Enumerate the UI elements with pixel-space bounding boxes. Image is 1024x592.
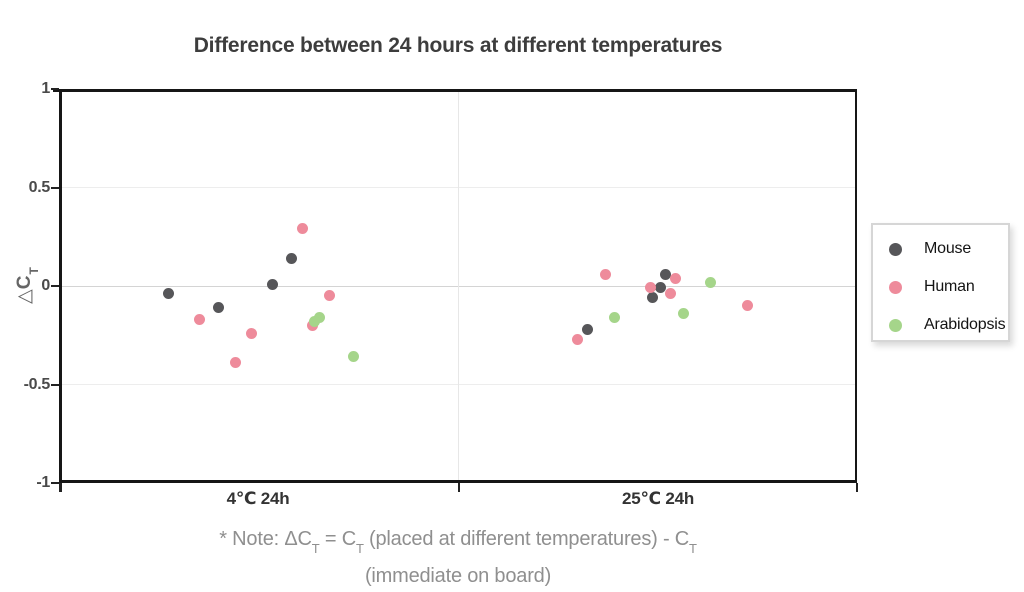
- legend-item-human: Human: [873, 268, 1008, 306]
- point-arabidopsis: [677, 308, 689, 320]
- legend-item-arabidopsis: Arabidopsis: [873, 306, 1008, 344]
- gridline-category-divider: [458, 92, 459, 480]
- footnote-text: = C: [319, 528, 356, 550]
- y-tick-label--1: -1: [36, 474, 50, 491]
- chart-title: Difference between 24 hours at different…: [193, 34, 723, 57]
- point-human: [741, 300, 753, 312]
- plot-area: [53, 89, 857, 483]
- point-human: [669, 272, 681, 284]
- plot-border-bottom: [59, 480, 857, 483]
- legend-box: Mouse Human Arabidopsis: [871, 223, 1010, 342]
- footnote-subscript: T: [311, 541, 320, 556]
- point-human: [644, 282, 656, 294]
- plot-border-right: [855, 89, 857, 483]
- y-tick-label-0: 0: [41, 277, 50, 294]
- y-tick-label-0.5: 0.5: [28, 178, 51, 196]
- point-human: [664, 288, 676, 300]
- point-arabidopsis: [347, 351, 359, 363]
- x-tick-mark-2: [856, 483, 858, 492]
- point-mouse: [162, 288, 174, 300]
- y-axis-label-subscript: T: [26, 267, 41, 275]
- point-human: [599, 268, 611, 280]
- legend-dot-human: [889, 280, 902, 294]
- point-arabidopsis: [608, 312, 620, 324]
- point-human: [245, 327, 257, 339]
- point-arabidopsis: [704, 276, 716, 288]
- y-tick-label--0.5: -0.5: [23, 375, 51, 393]
- point-mouse: [266, 278, 278, 290]
- point-mouse: [285, 252, 297, 264]
- x-tick-mark-0: [59, 483, 62, 492]
- y-tick-mark-1: [51, 88, 59, 90]
- y-tick-mark--1: [51, 482, 59, 484]
- point-human: [323, 290, 335, 302]
- footnote-subscript: T: [355, 541, 364, 556]
- y-tick-mark--0.5: [51, 383, 59, 386]
- y-tick-mark-0.5: [51, 186, 59, 189]
- point-human: [229, 357, 241, 369]
- footnote: * Note: ΔCT = CT (placed at different te…: [59, 524, 857, 591]
- point-mouse: [659, 268, 671, 280]
- legend-item-mouse: Mouse: [873, 230, 1008, 268]
- point-human: [193, 313, 205, 325]
- point-arabidopsis: [308, 315, 320, 327]
- footnote-text: * Note: ΔC: [219, 528, 312, 550]
- point-mouse: [581, 323, 593, 335]
- plot-border-top: [53, 89, 857, 92]
- legend-label-arabidopsis: Arabidopsis: [924, 316, 1006, 333]
- legend-dot-arabidopsis: [889, 318, 902, 332]
- footnote-subscript: T: [689, 541, 697, 556]
- x-axis-category-25c: 25℃ 24h: [621, 489, 695, 508]
- footnote-line-2: (immediate on board): [364, 565, 552, 587]
- point-mouse: [654, 282, 666, 294]
- point-human: [296, 223, 308, 235]
- point-mouse: [646, 292, 658, 304]
- point-human: [571, 333, 583, 345]
- x-axis-category-4c: 4℃ 24h: [226, 489, 290, 508]
- footnote-text: (placed at different temperatures) - C: [363, 528, 690, 550]
- legend-dot-mouse: [889, 242, 902, 256]
- legend-label-mouse: Mouse: [924, 240, 972, 257]
- y-tick-label-1: 1: [41, 80, 50, 97]
- y-tick-mark-0: [51, 285, 59, 287]
- footnote-line-1: * Note: ΔCT = CT (placed at different te…: [59, 524, 857, 561]
- x-tick-mark-1: [458, 483, 460, 492]
- legend-label-human: Human: [924, 278, 975, 295]
- point-mouse: [212, 302, 224, 314]
- plot-border-left: [59, 89, 62, 483]
